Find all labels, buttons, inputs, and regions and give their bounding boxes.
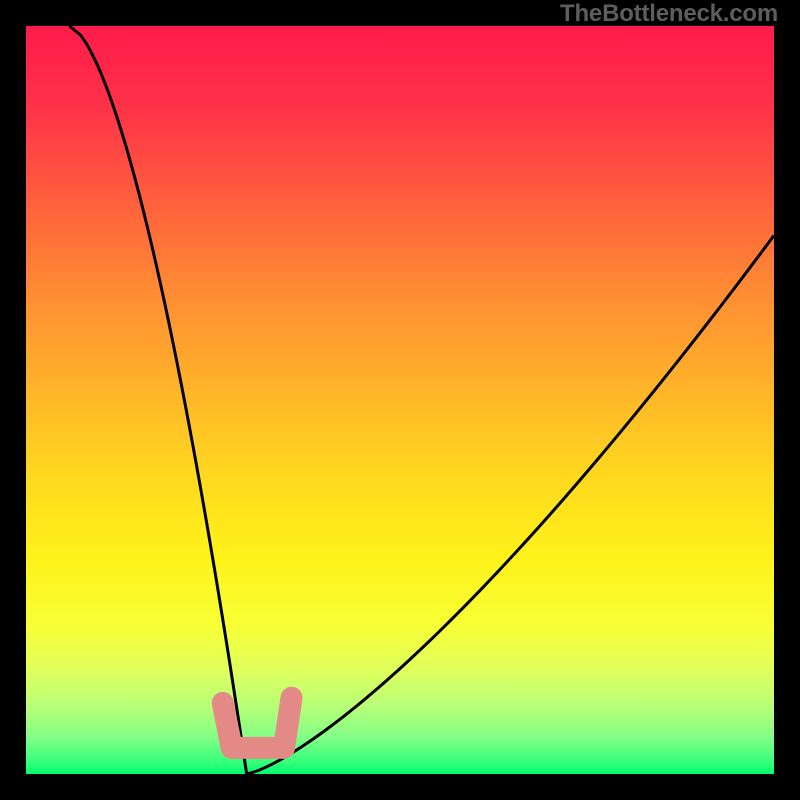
plot-gradient-background — [26, 26, 774, 774]
watermark-text: TheBottleneck.com — [560, 0, 778, 28]
chart-stage: TheBottleneck.com — [0, 0, 800, 800]
